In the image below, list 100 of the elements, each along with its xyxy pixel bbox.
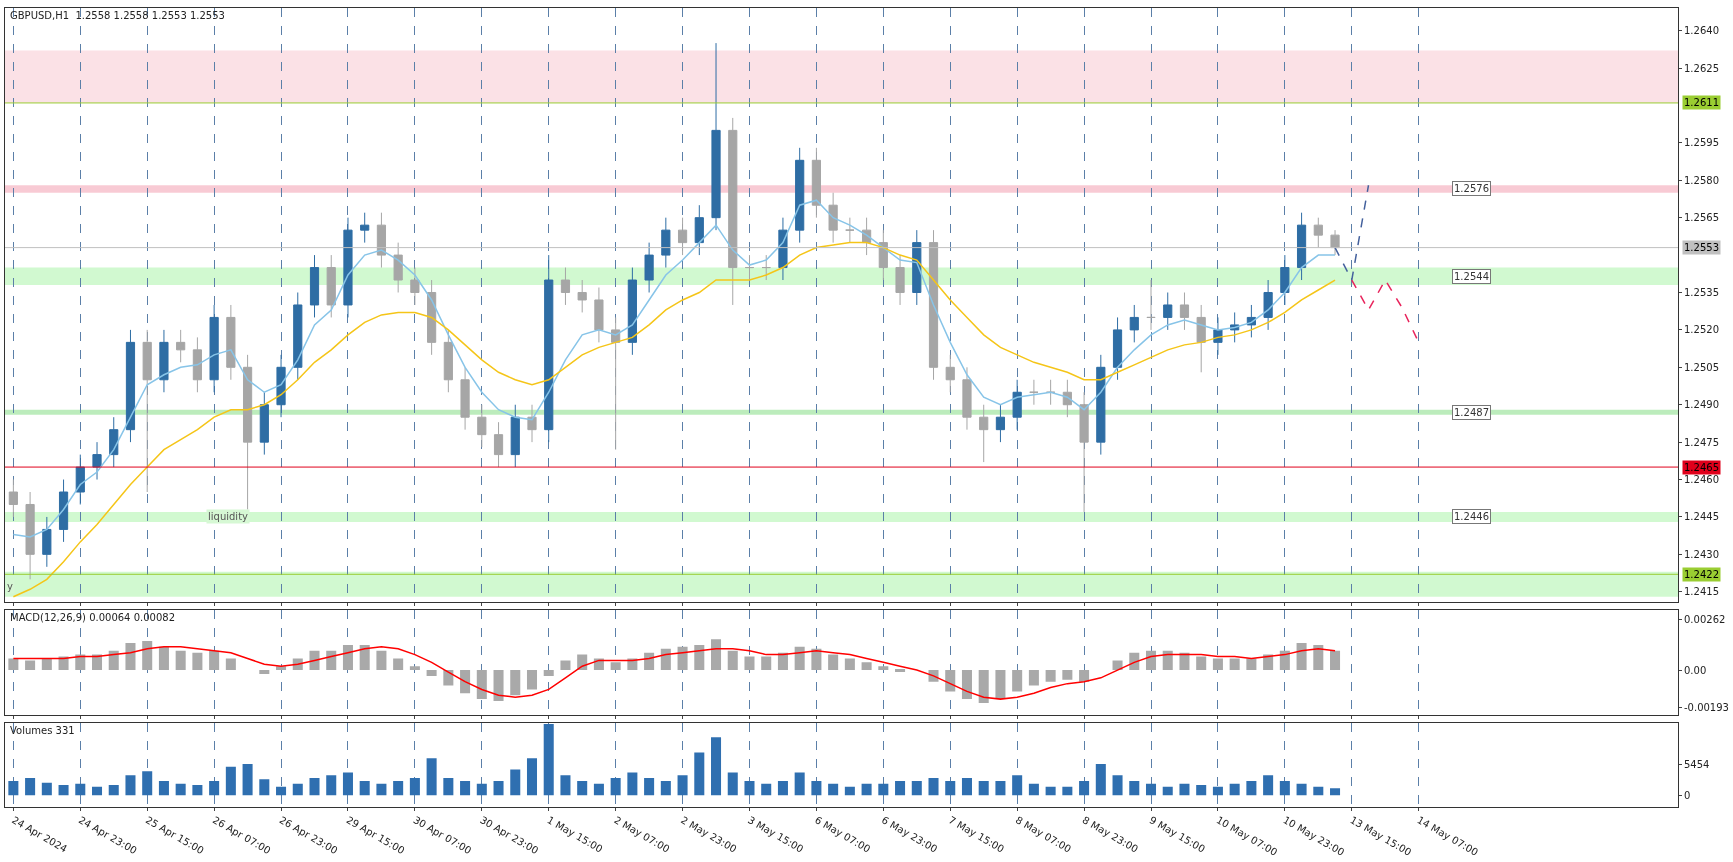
chart-title: Volumes 331 (10, 725, 75, 736)
bar (1062, 670, 1073, 680)
candlestick (744, 254, 755, 281)
bar (526, 758, 538, 796)
candlestick (209, 304, 219, 393)
candlestick (694, 204, 704, 256)
bar (995, 780, 1006, 796)
bar (727, 650, 738, 671)
bar (342, 644, 353, 671)
bar (142, 771, 153, 796)
bar (711, 737, 722, 796)
bar (727, 772, 738, 796)
bar (326, 775, 337, 796)
candlestick (427, 279, 437, 356)
bar (1145, 650, 1157, 671)
bar (928, 778, 939, 796)
bar (961, 670, 972, 700)
bar (744, 780, 755, 796)
bar (58, 784, 69, 796)
candlestick (477, 404, 487, 448)
bar (694, 752, 705, 796)
y-tick-label: 5454 (1684, 758, 1710, 770)
band-label: 1.2576 (1454, 183, 1489, 194)
bar (376, 783, 387, 796)
bar (610, 662, 621, 671)
candlestick (1129, 304, 1139, 343)
bar (543, 724, 554, 796)
bar (844, 786, 855, 796)
bar (1079, 780, 1090, 796)
candlestick (1112, 316, 1123, 381)
candlestick (326, 254, 336, 318)
bar (1179, 652, 1190, 671)
bar (460, 780, 471, 796)
bar (409, 666, 420, 671)
candlestick (728, 117, 738, 306)
bar (242, 763, 253, 796)
bar (828, 654, 839, 671)
bar (108, 650, 119, 671)
bar (694, 644, 705, 671)
bar (978, 670, 989, 703)
candlestick (443, 329, 453, 393)
bar (844, 658, 855, 671)
bar (41, 658, 52, 671)
candlestick (393, 242, 403, 293)
candlestick (309, 254, 320, 318)
bar (1229, 658, 1240, 671)
bar (25, 660, 36, 671)
y-tick-label: 1.2460 (1684, 474, 1719, 486)
bar (945, 780, 956, 796)
candlestick (226, 304, 236, 381)
bar (142, 641, 153, 671)
bar (777, 652, 788, 671)
candlestick (1096, 354, 1106, 456)
bar (861, 783, 872, 796)
bar (627, 772, 638, 796)
bar (895, 669, 906, 673)
bar (560, 660, 571, 671)
bar (995, 670, 1006, 700)
line-series (12, 241, 1336, 598)
candlestick (527, 404, 537, 443)
bar (1330, 788, 1341, 796)
line-series (12, 646, 1336, 700)
candlestick (510, 404, 520, 468)
y-tick-label: 1.2415 (1684, 586, 1719, 598)
bar (493, 780, 504, 796)
bar (1279, 780, 1290, 796)
bar (75, 783, 86, 796)
bar (393, 658, 404, 671)
bar (209, 780, 220, 796)
candlestick (1296, 212, 1307, 281)
candlestick (644, 242, 654, 293)
candlestick (845, 217, 855, 244)
bar (1212, 658, 1223, 671)
bar (593, 783, 604, 796)
candlestick (1280, 254, 1290, 306)
bar (158, 646, 169, 671)
bar (644, 778, 655, 796)
bar (359, 780, 370, 796)
bar (911, 780, 922, 796)
candlestick (460, 366, 470, 431)
candlestick (962, 366, 972, 431)
bar (1212, 786, 1223, 796)
bar (1145, 783, 1157, 796)
bar (1079, 670, 1090, 682)
y-tick-label: 1.2430 (1684, 548, 1719, 560)
annotation: y (7, 581, 13, 592)
candlestick (42, 516, 52, 568)
band-label: 1.2446 (1454, 511, 1489, 522)
y-tick-label: 1.2580 (1684, 174, 1719, 186)
bar (978, 780, 989, 796)
bar (393, 780, 404, 796)
bar (1162, 786, 1173, 796)
candlestick (995, 404, 1006, 443)
bar (744, 656, 755, 671)
bar (794, 772, 805, 796)
candlestick (1196, 304, 1206, 373)
y-tick-label: 1.2595 (1684, 137, 1719, 149)
bar (660, 780, 671, 796)
candlestick (1330, 229, 1340, 256)
candlestick (58, 479, 69, 543)
